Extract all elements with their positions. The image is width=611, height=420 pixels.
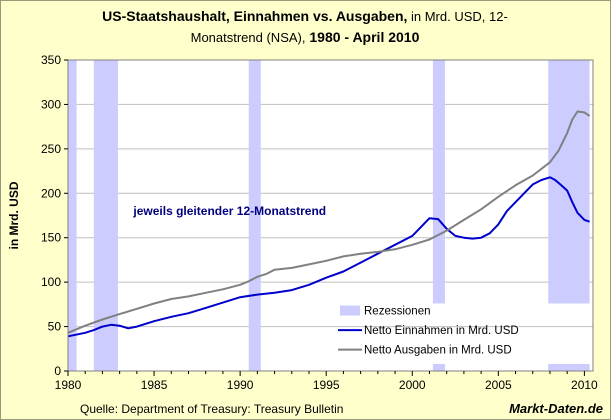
y-tick-label: 0 <box>54 364 61 378</box>
y-tick-label: 100 <box>41 275 61 289</box>
brand-label: Markt-Daten.de <box>509 401 603 416</box>
recession-band <box>548 60 590 304</box>
y-tick-label: 50 <box>48 320 62 334</box>
legend-label: Netto Einnahmen in Mrd. USD <box>364 325 519 337</box>
y-tick-label: 350 <box>41 53 61 67</box>
recession-band <box>248 60 261 371</box>
title-period: 1980 - April 2010 <box>305 29 420 45</box>
recession-band <box>432 363 445 371</box>
x-tick-label: 2010 <box>571 378 598 392</box>
recession-band <box>432 60 445 304</box>
title-main: US-Staatshaushalt, Einnahmen vs. Ausgabe… <box>102 8 408 24</box>
x-tick-label: 1985 <box>141 378 168 392</box>
source-note: Quelle: Department of Treasury: Treasury… <box>80 402 344 416</box>
x-tick-label: 2005 <box>485 378 512 392</box>
legend-label: Netto Ausgaben in Mrd. USD <box>364 345 512 357</box>
income-series-line <box>67 176 590 338</box>
y-axis-label: in Mrd. USD <box>7 181 21 249</box>
title-unit: in Mrd. USD, 12- <box>407 9 508 24</box>
legend-swatch-recession <box>340 305 360 316</box>
plot-area <box>68 60 593 371</box>
x-tick-label: 2000 <box>399 378 426 392</box>
x-tick-label: 1980 <box>55 378 82 392</box>
x-tick-label: 1995 <box>313 378 340 392</box>
expenses-series-line <box>67 110 591 334</box>
title-trend: Monatstrend (NSA), <box>190 30 306 45</box>
legend-label: Rezessionen <box>364 306 430 318</box>
y-tick-label: 250 <box>41 142 61 156</box>
y-tick-label: 200 <box>41 186 61 200</box>
recession-band <box>548 363 590 371</box>
annotation-text: jeweils gleitender 12-Monatstrend <box>132 204 326 218</box>
chart-title: US-Staatshaushalt, Einnahmen vs. Ausgabe… <box>70 6 540 48</box>
y-tick-label: 300 <box>41 97 61 111</box>
recession-band <box>68 60 77 371</box>
plot-border <box>67 59 594 372</box>
x-tick-label: 1990 <box>227 378 254 392</box>
y-tick-label: 150 <box>41 231 61 245</box>
